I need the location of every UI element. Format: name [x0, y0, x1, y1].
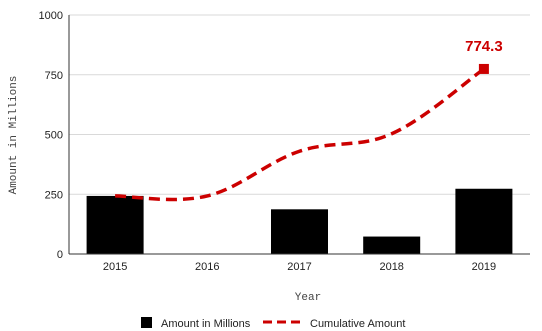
x-tick-label: 2017	[287, 261, 311, 273]
annotated-point	[478, 63, 489, 74]
y-tick-label: 500	[45, 130, 63, 142]
x-tick-label: 2015	[103, 261, 127, 273]
legend-label-amount: Amount in Millions	[161, 318, 251, 330]
bar	[271, 209, 328, 254]
y-tick-labels: 0 250 500 750 1000	[39, 10, 63, 261]
y-axis-title: Amount in Millions	[8, 76, 20, 195]
line-series	[115, 63, 489, 202]
legend-swatch-amount	[141, 317, 152, 328]
cumulative-line	[115, 67, 485, 202]
annotation-label: 774.3	[465, 38, 503, 55]
gridlines	[69, 14, 530, 195]
x-axis-title: Year	[295, 292, 321, 304]
bar	[363, 236, 421, 254]
bar-series	[86, 188, 513, 254]
y-tick-label: 0	[57, 249, 63, 261]
legend-label-cumulative: Cumulative Amount	[310, 318, 405, 330]
bar	[86, 195, 144, 254]
legend: Amount in Millions Cumulative Amount	[141, 317, 405, 330]
y-tick-label: 250	[45, 189, 63, 201]
x-tick-label: 2018	[379, 261, 403, 273]
y-tick-label: 1000	[39, 10, 63, 22]
y-tick-label: 750	[45, 70, 63, 82]
x-tick-labels: 2015 2016 2017 2018 2019	[103, 261, 496, 273]
bar	[455, 188, 513, 254]
x-tick-label: 2019	[472, 261, 496, 273]
x-tick-label: 2016	[195, 261, 219, 273]
axes	[68, 15, 530, 255]
